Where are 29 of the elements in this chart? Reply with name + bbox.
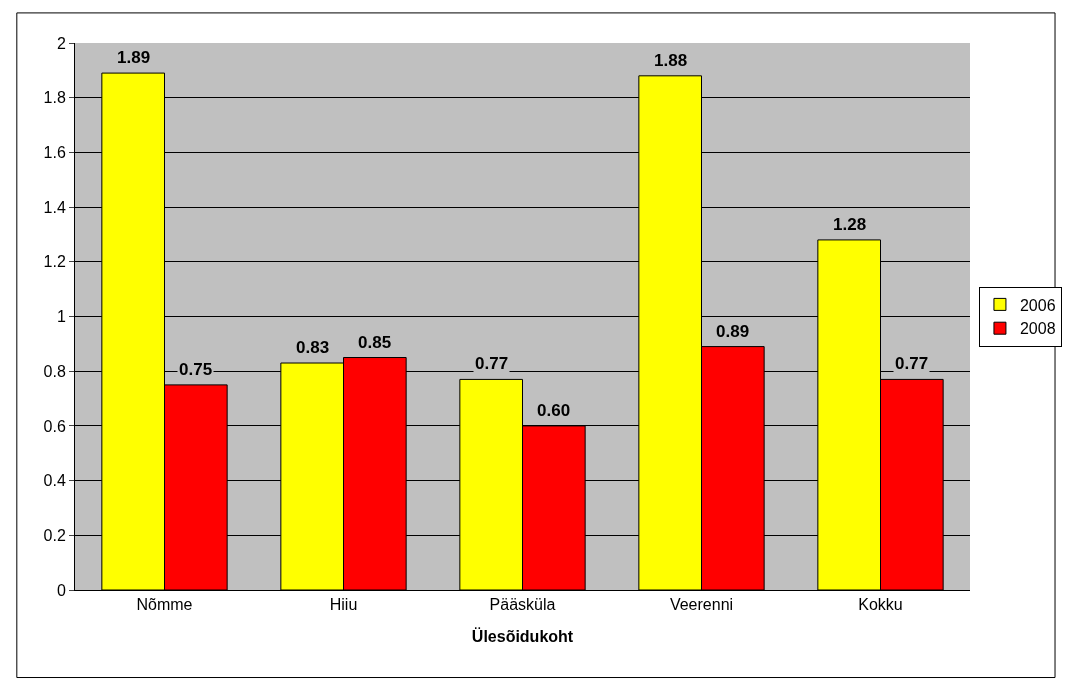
data-label: 0.60 (537, 401, 571, 420)
x-tick-label: Kokku (858, 596, 903, 614)
y-tick-label: 0.2 (43, 526, 66, 544)
data-label: 0.77 (475, 354, 509, 373)
data-label: 0.85 (358, 333, 392, 352)
y-tick-label: 0.8 (43, 362, 66, 380)
data-label: 1.88 (654, 51, 688, 70)
legend-label: 2006 (1019, 296, 1056, 314)
y-tick-label: 2 (56, 34, 66, 52)
y-tick-label: 1 (56, 308, 66, 326)
data-label: 0.83 (296, 338, 330, 357)
y-tick-label: 1.8 (43, 89, 66, 107)
x-tick-label: Pääsküla (489, 596, 556, 614)
data-label: 1.89 (117, 48, 151, 67)
x-tick-label: Hiiu (329, 596, 358, 614)
y-tick-label: 0.6 (43, 417, 66, 435)
y-tick-label: 1.4 (43, 198, 66, 216)
x-tick-label: Nõmme (136, 596, 193, 614)
x-tick-label: Veerenni (669, 596, 734, 614)
y-tick-label: 0 (56, 581, 66, 599)
y-tick-label: 1.2 (43, 253, 66, 271)
y-tick-label: 1.6 (43, 144, 66, 161)
data-label: 0.89 (716, 322, 750, 341)
y-tick-label: 0.4 (43, 472, 66, 490)
data-label: 1.28 (833, 215, 867, 234)
data-label: 0.77 (895, 354, 929, 373)
legend-label: 2008 (1019, 320, 1056, 338)
data-label: 0.75 (179, 360, 213, 379)
x-axis-title: Ülesõidukoht (471, 626, 574, 645)
